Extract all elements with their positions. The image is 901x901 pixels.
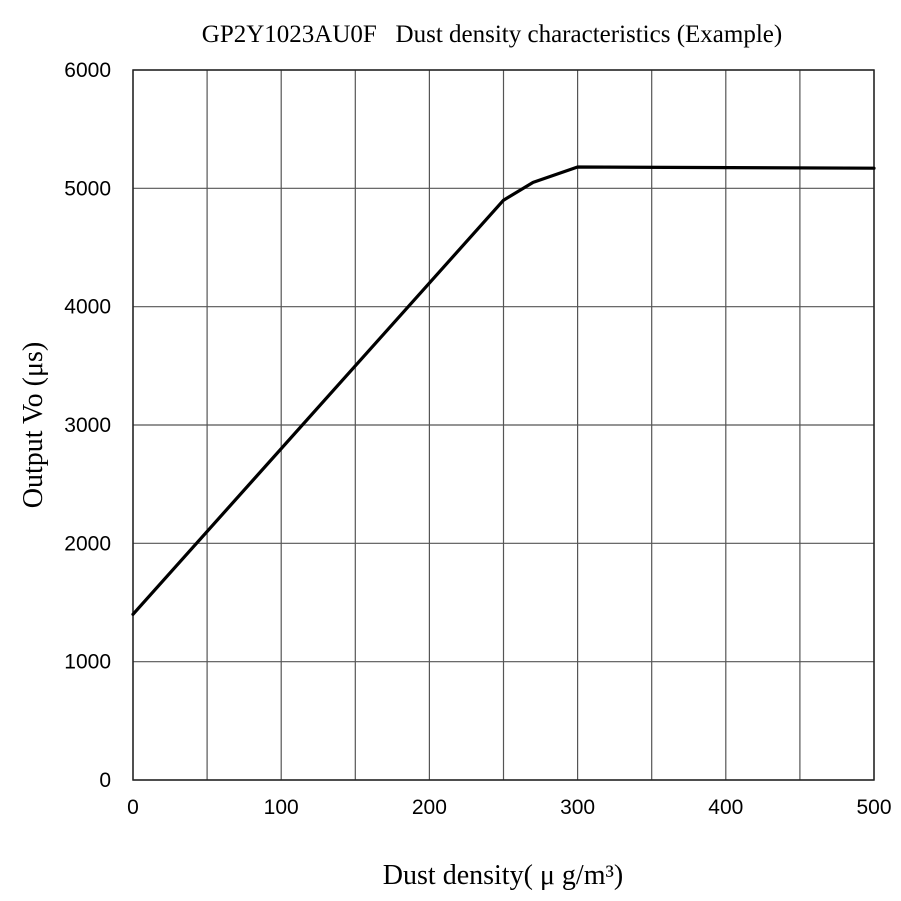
y-tick-label: 5000 — [64, 177, 111, 200]
chart-title: GP2Y1023AU0F Dust density characteristic… — [202, 21, 782, 48]
x-tick-label: 400 — [708, 796, 743, 819]
y-tick-label: 3000 — [64, 414, 111, 437]
y-axis-label: Output Vo (μs) — [18, 342, 49, 508]
plot-frame — [132, 69, 875, 781]
y-tick-label: 0 — [99, 769, 111, 792]
y-tick-label: 4000 — [64, 296, 111, 319]
x-axis-label: Dust density( μ g/m³) — [383, 860, 623, 891]
grid — [132, 69, 875, 781]
y-tick-label: 2000 — [64, 532, 111, 555]
y-tick-label: 1000 — [64, 651, 111, 674]
series-line — [131, 165, 876, 616]
x-tick-label: 300 — [560, 796, 595, 819]
x-tick-label: 0 — [127, 796, 139, 819]
y-tick-label: 6000 — [64, 59, 111, 82]
series-layer — [131, 165, 876, 616]
x-tick-label: 500 — [856, 796, 891, 819]
x-tick-label: 100 — [264, 796, 299, 819]
x-tick-label: 200 — [412, 796, 447, 819]
tick-labels: 0 100 200 300 400 500010002000300040005000600… — [64, 59, 891, 819]
